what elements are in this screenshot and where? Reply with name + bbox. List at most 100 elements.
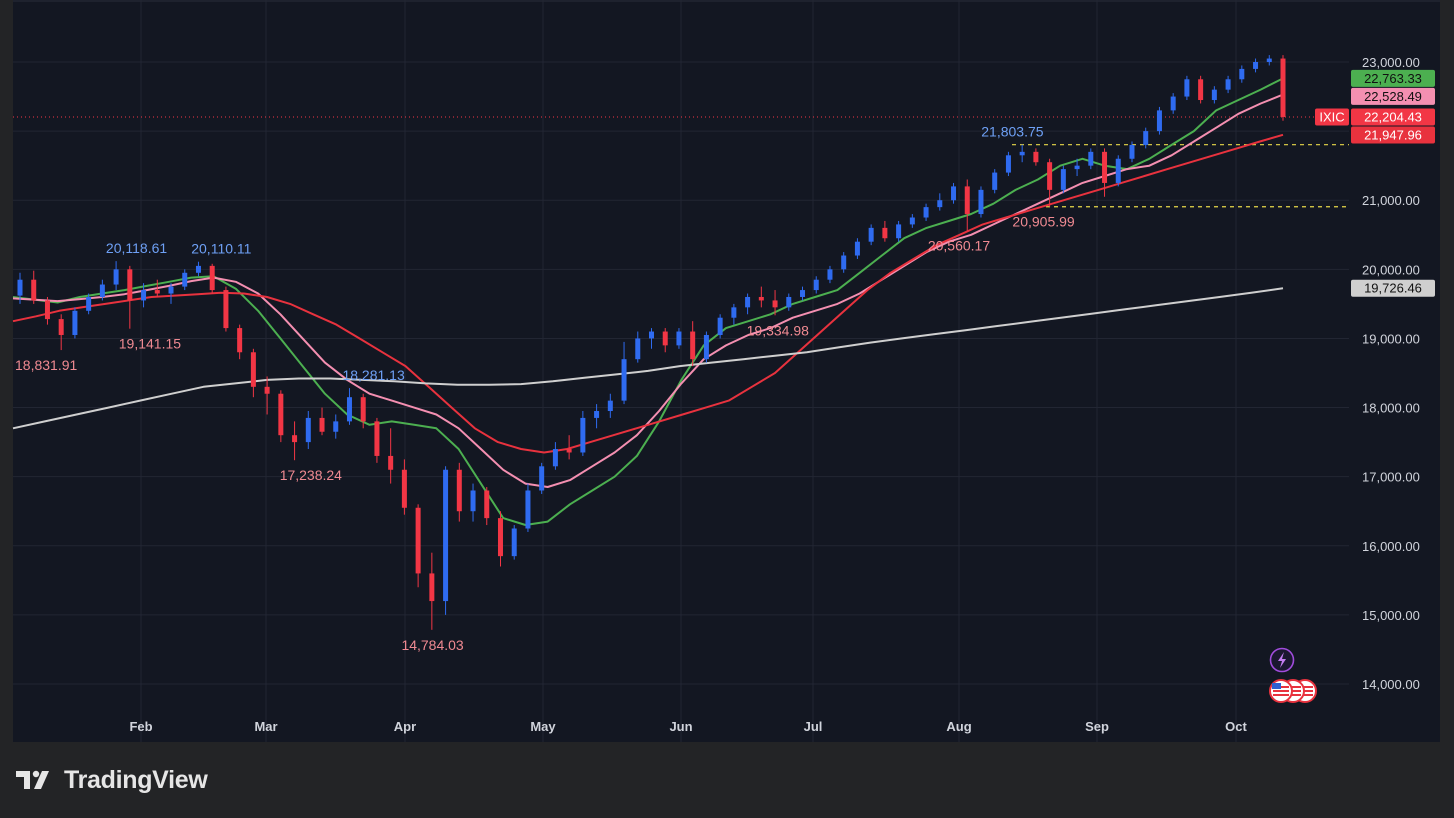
candle-body: [429, 573, 435, 602]
candle: [951, 182, 957, 204]
candle: [1225, 75, 1231, 94]
candle: [1115, 155, 1121, 187]
candle: [813, 276, 819, 294]
candle-body: [1225, 79, 1231, 90]
candle-body: [1170, 96, 1176, 111]
moving-average-line-0: [12, 77, 1284, 526]
candle: [607, 393, 613, 418]
x-tick-label: Aug: [946, 719, 971, 734]
candle: [511, 525, 517, 560]
y-tick-label: 19,000.00: [1362, 331, 1420, 346]
annotation-label: 14,784.03: [401, 637, 463, 653]
candle-body: [978, 189, 984, 215]
candle-body: [360, 397, 366, 422]
candle-body: [511, 528, 517, 557]
candle: [662, 328, 668, 353]
tradingview-brand[interactable]: TradingView: [16, 764, 208, 796]
candle-body: [635, 338, 641, 360]
candle-body: [1198, 79, 1204, 101]
candle-body: [1005, 155, 1011, 173]
candle: [1033, 148, 1039, 166]
price-badge-bg: [1351, 69, 1435, 87]
candle-body: [470, 490, 476, 512]
candle-body: [854, 241, 860, 256]
annotation-label: 21,803.75: [981, 124, 1043, 140]
candle-body: [1047, 162, 1053, 190]
candlesticks: [17, 55, 1286, 630]
candle: [154, 279, 160, 297]
x-tick-label: Jun: [669, 719, 692, 734]
candle: [305, 411, 311, 450]
annotation-label: 18,831.91: [15, 357, 77, 373]
candle: [1198, 75, 1204, 104]
candle: [360, 393, 366, 429]
annotation-label: 20,905.99: [1012, 214, 1074, 230]
annotation-label: 20,118.61: [106, 240, 167, 256]
annotation-label: 17,238.24: [280, 467, 342, 483]
candle-body: [813, 279, 819, 291]
candle: [964, 179, 970, 231]
price-badge-text: 22,204.43: [1364, 109, 1422, 124]
price-badge-bg: [1351, 279, 1435, 297]
price-badge: 19,726.46: [1351, 279, 1435, 297]
symbol-tag-bg: [1315, 108, 1349, 126]
candle: [758, 286, 764, 308]
candle-body: [964, 186, 970, 215]
annotation-label: 19,141.15: [119, 336, 181, 352]
candle: [772, 290, 778, 316]
price-badge: 21,947.96: [1351, 126, 1435, 144]
candle-body: [31, 279, 37, 301]
annotation-label: 20,110.11: [191, 241, 251, 257]
candle-body: [305, 417, 311, 443]
candle: [676, 328, 682, 349]
candle-body: [841, 255, 847, 270]
candle: [401, 459, 407, 515]
candle: [223, 286, 229, 332]
candle: [649, 328, 654, 349]
candle: [580, 411, 586, 456]
candle-body: [415, 507, 421, 574]
candle: [1239, 65, 1245, 83]
us-flag-events-icon[interactable]: [1269, 679, 1317, 703]
candle-body: [1266, 58, 1272, 62]
candle: [937, 193, 943, 211]
candle-body: [1019, 151, 1025, 156]
candle: [703, 331, 709, 363]
candle: [1088, 148, 1094, 170]
price-scale-labels: 22,763.33 22,528.49 22,204.43 IXIC 21,947.96…: [1315, 69, 1435, 297]
candle-body: [127, 269, 133, 301]
candle-body: [237, 328, 243, 353]
candle-body: [1280, 58, 1286, 117]
candle-body: [772, 300, 778, 308]
candle: [497, 511, 503, 567]
lightning-icon[interactable]: [1269, 647, 1295, 673]
candle-body: [552, 449, 558, 467]
candle: [17, 272, 23, 304]
moving-average-line-3: [12, 287, 1284, 430]
candle-body: [58, 319, 64, 335]
candle: [1060, 165, 1066, 194]
candle: [745, 293, 751, 315]
candle: [1005, 151, 1011, 177]
price-badge: 22,763.33: [1351, 69, 1435, 87]
candle-body: [1060, 169, 1066, 190]
candle-body: [525, 490, 531, 529]
candle-body: [1211, 89, 1217, 101]
candle: [1102, 148, 1108, 197]
candle-body: [443, 469, 449, 602]
candle-body: [168, 286, 174, 294]
candle: [909, 214, 915, 228]
y-tick-label: 15,000.00: [1362, 608, 1420, 623]
y-tick-label: 14,000.00: [1362, 677, 1420, 692]
candle-body: [401, 469, 407, 508]
candle-body: [786, 296, 792, 308]
candle-body: [264, 386, 270, 394]
candle: [127, 265, 133, 329]
price-badge: 22,528.49: [1351, 87, 1435, 105]
candle-body: [1102, 151, 1108, 183]
candle: [44, 296, 50, 325]
candle: [1143, 127, 1149, 149]
candle-body: [621, 359, 627, 401]
